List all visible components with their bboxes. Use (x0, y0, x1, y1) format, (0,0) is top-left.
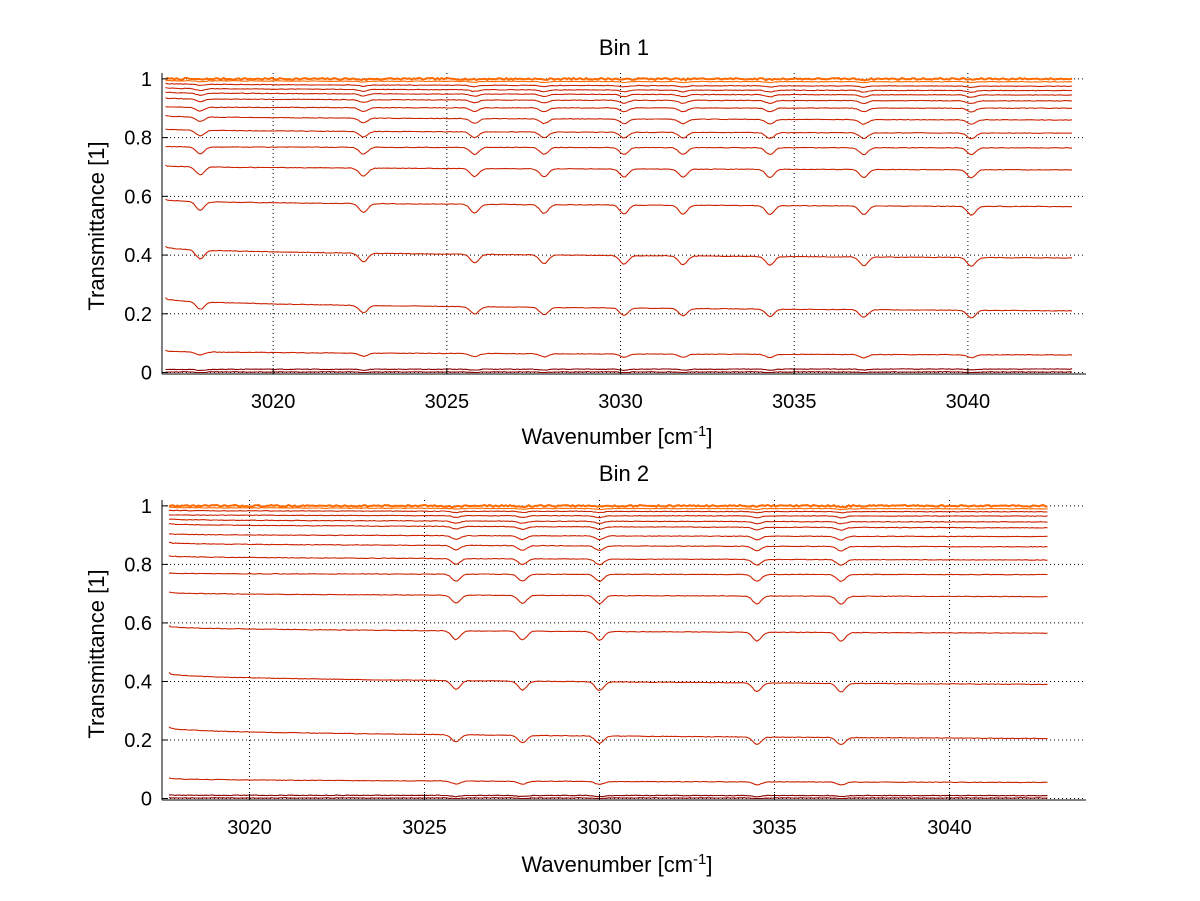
chart-title: Bin 1 (599, 35, 649, 60)
series-line (168, 572, 1048, 583)
series-line (165, 82, 1073, 88)
y-tick-label: 0.2 (124, 730, 152, 752)
series-line (165, 245, 1073, 267)
series-line (165, 297, 1073, 319)
series-line (168, 726, 1048, 745)
series-line (165, 76, 1073, 82)
series-line (165, 87, 1073, 93)
series-line (165, 128, 1073, 140)
series-line (168, 555, 1048, 566)
y-tick-label: 0.2 (124, 304, 152, 326)
series-line (168, 509, 1048, 514)
data-series-group (168, 503, 1048, 800)
series-line (169, 518, 1048, 525)
series-line (165, 106, 1073, 113)
series-line (168, 777, 1048, 786)
series-line (169, 794, 1048, 798)
chart-panel-bin-1: Bin 1 3020 3025 3030 3035 3040 0 0.2 0.4 0.6 0.8… (84, 35, 1086, 449)
series-line (168, 522, 1048, 531)
series-line (168, 514, 1048, 519)
x-tick-label: 3020 (227, 817, 272, 839)
x-axis-label: Wavenumber [cm-1] (521, 851, 712, 877)
y-tick-labels: 0 0.2 0.4 0.6 0.8 1 (124, 496, 152, 811)
series-line (169, 533, 1048, 541)
y-tick-label: 0.6 (124, 186, 152, 208)
series-line (168, 591, 1048, 605)
series-line (168, 541, 1048, 552)
axes (161, 500, 1086, 801)
y-tick-label: 0 (141, 789, 152, 811)
y-tick-label: 0.4 (124, 245, 152, 267)
y-tick-label: 1 (141, 496, 152, 518)
series-line (165, 91, 1073, 98)
series-line (165, 114, 1073, 125)
x-tick-label: 3025 (425, 391, 470, 413)
series-line (168, 625, 1048, 642)
series-line (168, 503, 1048, 509)
series-line (168, 671, 1048, 693)
series-line (165, 145, 1073, 156)
x-tick-label: 3030 (598, 391, 643, 413)
series-line (165, 371, 1073, 374)
x-axis-label: Wavenumber [cm-1] (521, 423, 712, 449)
y-tick-label: 1 (141, 69, 152, 91)
x-tick-labels: 3020 3025 3030 3035 3040 (227, 817, 972, 839)
y-tick-labels: 0 0.2 0.4 0.6 0.8 1 (124, 69, 152, 385)
data-series-group (165, 76, 1073, 374)
series-line (165, 198, 1073, 216)
series-line (168, 506, 1048, 511)
y-tick-label: 0.6 (124, 613, 152, 635)
x-tick-label: 3020 (251, 391, 296, 413)
y-tick-label: 0.8 (124, 554, 152, 576)
chart-panel-bin-2: Bin 2 3020 3025 3030 3035 3040 0 0.2 0.4 0.6 0.8… (84, 461, 1086, 877)
y-tick-label: 0.4 (124, 671, 152, 693)
y-axis-label: Transmittance [1] (84, 141, 109, 310)
series-line (165, 349, 1073, 359)
y-axis-label: Transmittance [1] (84, 569, 109, 738)
series-line (168, 797, 1048, 800)
x-tick-label: 3040 (946, 391, 991, 413)
x-tick-label: 3035 (752, 817, 797, 839)
x-tick-labels: 3020 3025 3030 3035 3040 (251, 391, 990, 413)
series-line (165, 368, 1073, 372)
series-line (165, 79, 1073, 84)
chart-title: Bin 2 (599, 461, 649, 486)
x-tick-label: 3025 (402, 817, 447, 839)
x-tick-label: 3030 (577, 817, 622, 839)
y-tick-label: 0 (141, 363, 152, 385)
x-tick-label: 3040 (927, 817, 972, 839)
y-tick-label: 0.8 (124, 128, 152, 150)
series-line (165, 164, 1073, 179)
x-tick-label: 3035 (772, 391, 817, 413)
axes (161, 73, 1086, 375)
series-line (165, 97, 1073, 105)
